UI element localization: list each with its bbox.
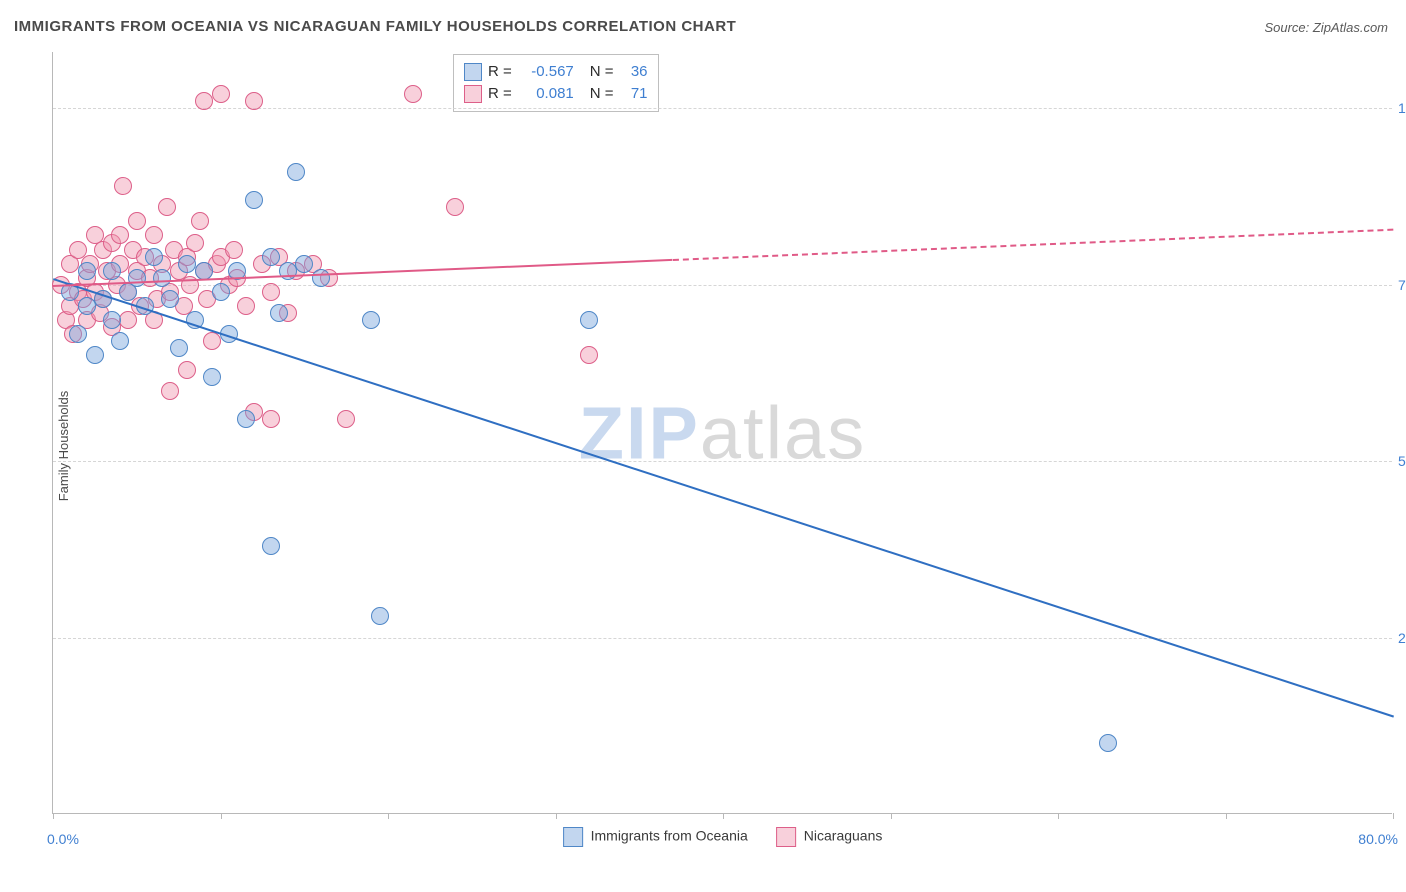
data-point-blue	[69, 325, 87, 343]
x-tick-mark	[1058, 813, 1059, 819]
data-point-blue	[103, 311, 121, 329]
y-tick-label: 50.0%	[1398, 453, 1406, 469]
data-point-blue	[178, 255, 196, 273]
legend-n-value: 71	[620, 83, 648, 105]
data-point-blue	[161, 290, 179, 308]
series-label: Nicaraguans	[804, 828, 883, 844]
data-point-blue	[580, 311, 598, 329]
data-point-blue	[195, 262, 213, 280]
legend-n-value: 36	[620, 61, 648, 83]
gridline-h	[53, 461, 1392, 462]
data-point-pink	[237, 297, 255, 315]
legend-row-pink: R = 0.081 N = 71	[464, 83, 648, 105]
series-legend-item-blue: Immigrants from Oceania	[563, 827, 748, 847]
x-tick-mark	[1393, 813, 1394, 819]
data-point-pink	[128, 212, 146, 230]
data-point-blue	[145, 248, 163, 266]
data-point-pink	[580, 346, 598, 364]
data-point-blue	[212, 283, 230, 301]
data-point-blue	[245, 191, 263, 209]
data-point-pink	[446, 198, 464, 216]
data-point-pink	[114, 177, 132, 195]
data-point-pink	[161, 382, 179, 400]
gridline-h	[53, 285, 1392, 286]
y-tick-label: 100.0%	[1398, 100, 1406, 116]
legend-r-value: 0.081	[518, 83, 574, 105]
trend-line	[52, 278, 1393, 719]
data-point-pink	[195, 92, 213, 110]
data-point-pink	[111, 226, 129, 244]
data-point-blue	[78, 262, 96, 280]
x-tick-mark	[1226, 813, 1227, 819]
series-swatch	[776, 827, 796, 847]
series-legend-item-pink: Nicaraguans	[776, 827, 883, 847]
x-tick-mark	[891, 813, 892, 819]
x-tick-mark	[221, 813, 222, 819]
source-label: Source: ZipAtlas.com	[1264, 20, 1388, 35]
series-legend: Immigrants from Oceania Nicaraguans	[563, 827, 883, 847]
watermark: ZIPatlas	[579, 390, 866, 475]
legend-n-label: N =	[590, 61, 614, 83]
x-tick-label: 80.0%	[1358, 831, 1398, 847]
x-tick-mark	[388, 813, 389, 819]
data-point-pink	[262, 283, 280, 301]
series-swatch	[563, 827, 583, 847]
data-point-blue	[203, 368, 221, 386]
data-point-blue	[295, 255, 313, 273]
data-point-pink	[145, 226, 163, 244]
legend-r-value: -0.567	[518, 61, 574, 83]
data-point-pink	[262, 410, 280, 428]
legend-n-label: N =	[590, 83, 614, 105]
data-point-pink	[337, 410, 355, 428]
data-point-blue	[111, 332, 129, 350]
data-point-pink	[404, 85, 422, 103]
data-point-pink	[191, 212, 209, 230]
data-point-pink	[212, 85, 230, 103]
data-point-pink	[158, 198, 176, 216]
data-point-pink	[225, 241, 243, 259]
x-tick-mark	[723, 813, 724, 819]
series-label: Immigrants from Oceania	[591, 828, 748, 844]
stats-legend: R = -0.567 N = 36 R = 0.081 N = 71	[453, 54, 659, 112]
plot-area: ZIPatlas R =-0.567N =36R =0.081N =71 Imm…	[52, 52, 1392, 814]
chart-title: IMMIGRANTS FROM OCEANIA VS NICARAGUAN FA…	[14, 18, 736, 35]
x-tick-mark	[53, 813, 54, 819]
data-point-blue	[287, 163, 305, 181]
legend-swatch	[464, 85, 482, 103]
y-tick-label: 75.0%	[1398, 277, 1406, 293]
gridline-h	[53, 638, 1392, 639]
trend-line	[673, 228, 1393, 262]
data-point-blue	[270, 304, 288, 322]
data-point-pink	[245, 92, 263, 110]
data-point-blue	[170, 339, 188, 357]
x-tick-mark	[556, 813, 557, 819]
data-point-blue	[371, 607, 389, 625]
data-point-blue	[262, 248, 280, 266]
data-point-blue	[362, 311, 380, 329]
data-point-blue	[262, 537, 280, 555]
legend-r-label: R =	[488, 83, 512, 105]
legend-r-label: R =	[488, 61, 512, 83]
data-point-blue	[78, 297, 96, 315]
data-point-blue	[86, 346, 104, 364]
legend-row-blue: R = -0.567 N = 36	[464, 61, 648, 83]
legend-swatch	[464, 63, 482, 81]
x-tick-label: 0.0%	[47, 831, 79, 847]
y-tick-label: 25.0%	[1398, 630, 1406, 646]
data-point-blue	[103, 262, 121, 280]
data-point-pink	[178, 361, 196, 379]
data-point-blue	[237, 410, 255, 428]
data-point-blue	[1099, 734, 1117, 752]
data-point-pink	[186, 234, 204, 252]
